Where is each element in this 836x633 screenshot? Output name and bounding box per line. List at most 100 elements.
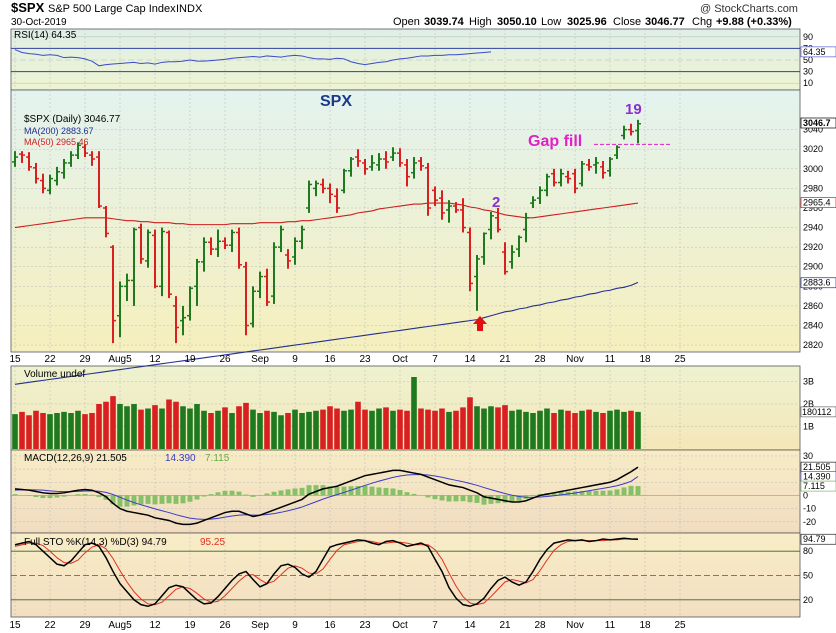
volume-bar — [537, 410, 543, 449]
close-tag: 3046.7 — [803, 118, 831, 128]
x-axis-label: 18 — [639, 354, 651, 365]
volume-bar — [292, 409, 298, 449]
macd-hist-bar — [299, 487, 305, 496]
macd-hist-bar — [593, 490, 599, 496]
macd-hist-bar — [432, 495, 438, 500]
close-tag-box — [800, 117, 836, 129]
macd-hist-bar — [537, 493, 543, 496]
volume-bar — [474, 406, 480, 449]
volume-series — [12, 377, 641, 449]
volume-bar — [341, 410, 347, 449]
volume-bar — [621, 411, 627, 449]
price-tick-label: 2820 — [803, 340, 823, 350]
x-axis-label: 12 — [149, 354, 161, 365]
macd-hist-bar — [61, 495, 67, 497]
macd-hist-bar — [110, 495, 116, 505]
ma50-tag: 2965.4 — [803, 198, 831, 208]
macd-hist-bar — [425, 495, 431, 498]
price-tick-label: 2860 — [803, 301, 823, 311]
macd-hist-bar — [362, 485, 368, 496]
rsi-current-tag-box — [800, 46, 836, 58]
price-tick-label: 2940 — [803, 223, 823, 233]
x-axis-label: Nov — [566, 354, 584, 365]
x-axis-label: 21 — [499, 354, 511, 365]
x-axis-label: 14 — [464, 354, 476, 365]
price-series — [12, 119, 670, 385]
macd-tick-label: -20 — [803, 517, 816, 527]
macd-hist-bar — [558, 492, 564, 496]
macd-hist-bar — [82, 494, 88, 496]
x-axis-label-bottom: 11 — [605, 620, 616, 631]
x-axis-label-bottom: 21 — [499, 620, 511, 631]
volume-bar — [145, 408, 151, 449]
macd-hist-bar — [264, 493, 270, 496]
volume-label: Volume undef — [24, 369, 85, 380]
stoch-d-line — [14, 538, 639, 606]
x-axis-label-bottom: 14 — [464, 620, 476, 631]
volume-bar — [236, 406, 242, 449]
ohlc-low: 3025.96 — [567, 16, 607, 28]
stoch-tag-box — [800, 533, 836, 545]
watermark: @ StockCharts.com — [700, 3, 798, 15]
macd-hist-bar — [194, 495, 200, 500]
macd-hist-bar — [215, 492, 221, 496]
macd-hist-bar — [278, 490, 284, 496]
volume-bar — [495, 407, 501, 449]
macd-hist-bar — [180, 495, 186, 504]
macd-hist-bar — [138, 495, 144, 505]
volume-bar — [103, 401, 109, 449]
volume-bar — [243, 402, 249, 449]
volume-bar — [530, 413, 536, 449]
macd-tag: 21.505 — [803, 462, 831, 472]
macd-hist-bar — [502, 495, 508, 503]
macd-hist-bar — [229, 490, 235, 496]
macd-tick-label: 30 — [803, 451, 813, 461]
red-up-arrow — [473, 316, 487, 331]
volume-bar — [628, 410, 634, 449]
macd-hist-bar — [628, 485, 634, 496]
rsi-label: RSI(14) 64.35 — [14, 30, 77, 41]
macd-hist-bar — [481, 495, 487, 505]
macd-hist-bar — [467, 495, 473, 503]
macd-hist-bar — [439, 495, 445, 501]
volume-bar — [26, 415, 32, 449]
macd-tick-label: 0 — [803, 490, 808, 500]
ma200-label: MA(200) 2883.67 — [24, 126, 94, 136]
volume-bar — [565, 410, 571, 449]
macd-hist-bar — [159, 495, 165, 504]
macd-hist-bar — [47, 495, 53, 499]
volume-bar — [208, 413, 214, 449]
macd-hist-bar — [621, 487, 627, 496]
volume-bar — [89, 413, 95, 449]
volume-bar — [369, 410, 375, 449]
volume-bar — [614, 409, 620, 449]
x-axis-label-bottom: Nov — [566, 620, 584, 631]
macd-hist-bar — [460, 495, 466, 502]
macd-hist-bar — [236, 491, 242, 496]
x-axis-label-bottom: 18 — [639, 620, 651, 631]
macd-hist-bar — [250, 495, 256, 497]
macd-hist-bar — [488, 495, 494, 504]
macd-signal-label: 14.390 — [165, 453, 196, 464]
price-panel — [10, 89, 801, 353]
ohlc-open: 3039.74 — [424, 16, 465, 28]
macd-label: MACD(12,26,9) 21.505 — [24, 453, 127, 464]
macd-hist-bar — [348, 486, 354, 496]
volume-tick-label: 1B — [803, 422, 814, 432]
x-axis-label: 25 — [674, 354, 686, 365]
header-name: S&P 500 Large Cap Index — [48, 3, 176, 15]
volume-bar — [250, 409, 256, 449]
macd-hist-bar — [600, 490, 606, 496]
rsi-series — [14, 49, 492, 67]
volume-tag-box — [800, 406, 836, 418]
x-axis-label: 19 — [184, 354, 196, 365]
macd-hist-bar — [152, 495, 158, 505]
volume-bar — [327, 406, 333, 449]
macd-tag-box — [800, 480, 836, 492]
macd-hist-bar — [12, 494, 18, 496]
macd-hist-bar — [509, 495, 515, 503]
macd-line — [14, 466, 639, 526]
macd-hist-bar — [33, 495, 39, 498]
volume-bar — [54, 413, 60, 449]
volume-bar — [551, 413, 557, 449]
